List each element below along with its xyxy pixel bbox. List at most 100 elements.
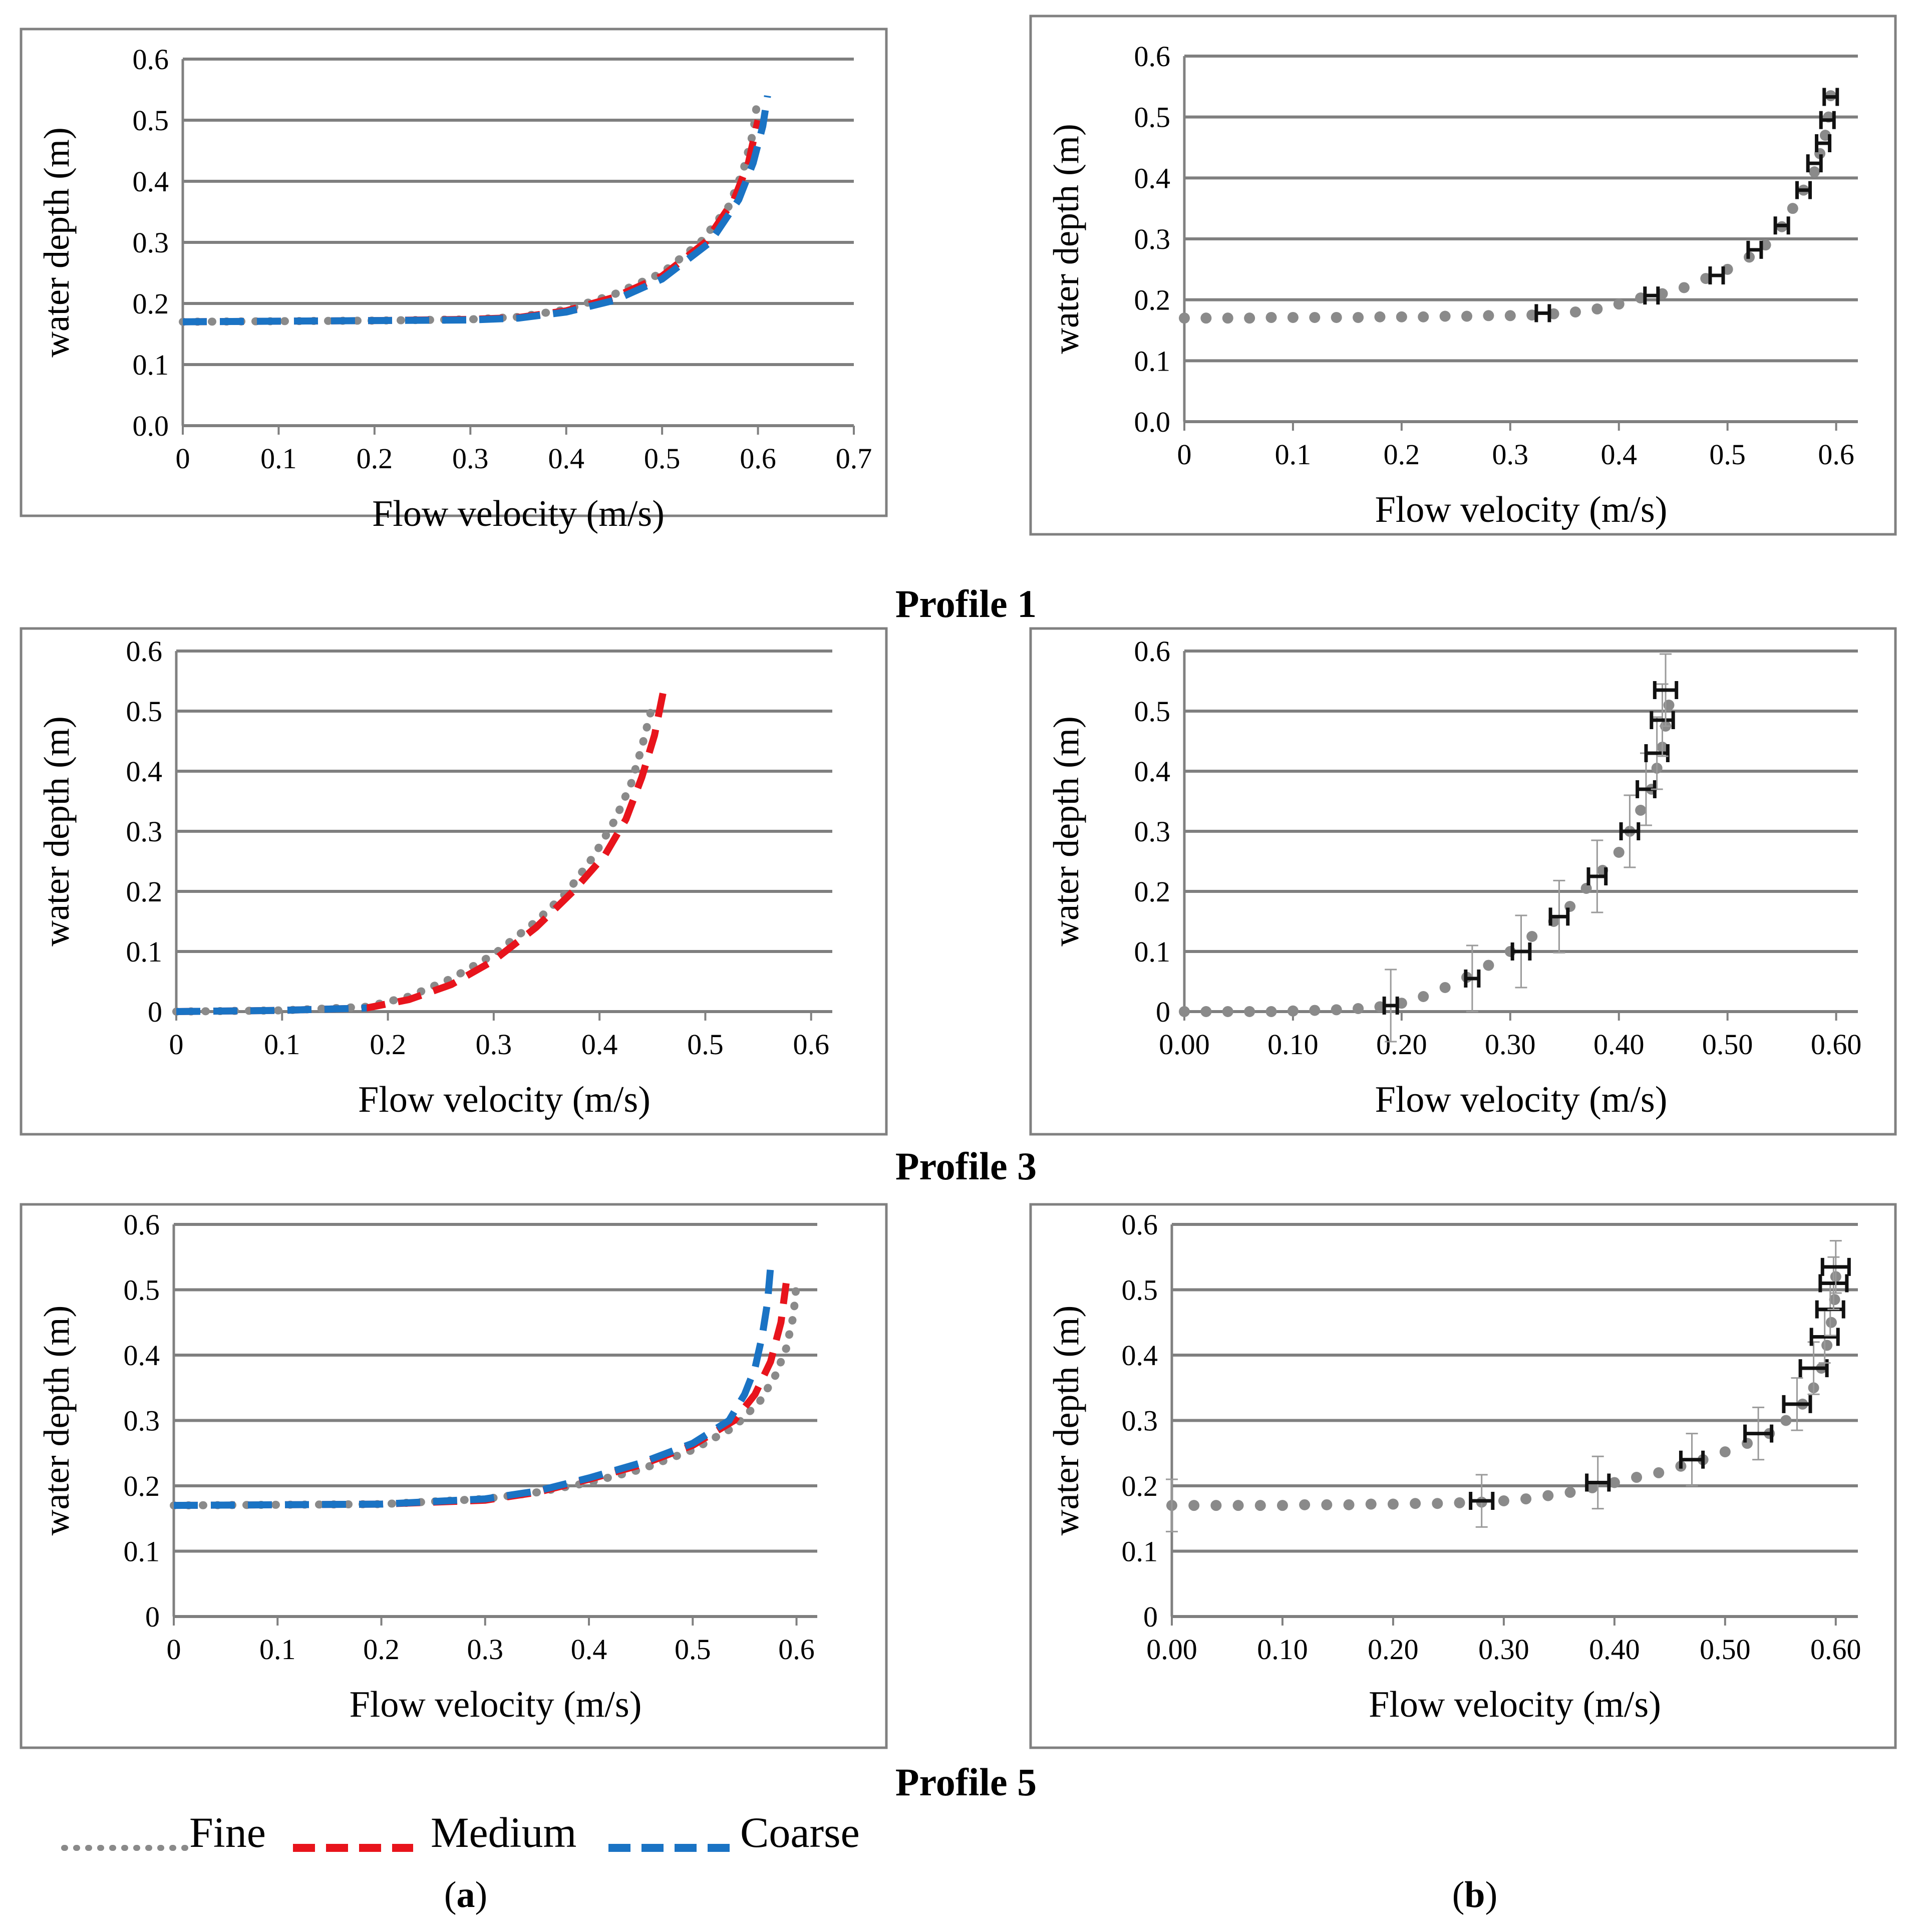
data-point <box>1321 1499 1333 1510</box>
data-point <box>1222 312 1233 324</box>
chart-frame <box>20 28 888 517</box>
data-point <box>1520 1493 1532 1505</box>
data-point <box>1232 1500 1244 1511</box>
y-tick-label: 0.1 <box>133 349 169 381</box>
chart-p5a: 0 0.1 0.2 0.3 0.4 0.5 0.6 0 0.1 0.2 0.3 0.4 0.5 0.6 Fl… <box>20 1203 888 1749</box>
data-point <box>1343 1499 1355 1510</box>
data-point <box>1526 931 1538 942</box>
data-point <box>1719 1446 1731 1458</box>
x-tick-label: 0.4 <box>1600 438 1637 471</box>
y-tick-label: 0.3 <box>126 815 163 848</box>
data-point <box>1461 310 1473 322</box>
x-tick-label: 0.3 <box>1492 438 1529 471</box>
x-tick-label: 0.60 <box>1810 1633 1861 1666</box>
data-point <box>1309 311 1321 323</box>
y-tick-label: 0.1 <box>1122 1535 1158 1568</box>
data-point <box>1331 1004 1342 1016</box>
y-tick-label: 0.2 <box>1134 875 1171 908</box>
x-tick-label: 0.10 <box>1267 1028 1319 1061</box>
x-tick-label: 0.3 <box>467 1633 504 1666</box>
x-tick-label: 0.6 <box>1818 438 1854 471</box>
x-tick-label: 0.20 <box>1368 1633 1419 1666</box>
data-point <box>1254 1500 1266 1511</box>
y-tick-label: 0.4 <box>1134 162 1171 194</box>
data-point <box>1809 166 1820 178</box>
data-point <box>1483 959 1494 971</box>
chart-frame <box>1029 627 1897 1136</box>
x-tick-label: 0.6 <box>778 1633 815 1666</box>
data-point <box>1276 1500 1288 1511</box>
y-tick-label: 0.6 <box>126 635 163 668</box>
chart-p3a: 0 0.1 0.2 0.3 0.4 0.5 0.6 0 0.1 0.2 0.3 0.4 0.5 0.6 Fl… <box>20 627 888 1136</box>
y-tick-label: 0.3 <box>1122 1405 1158 1437</box>
data-point <box>1265 311 1277 323</box>
x-tick-label: 0.3 <box>476 1028 512 1061</box>
y-tick-label: 0.3 <box>1134 223 1171 255</box>
x-tick-label: 0.5 <box>1709 438 1746 471</box>
y-tick-label: 0.2 <box>124 1470 160 1502</box>
data-point <box>1331 311 1342 323</box>
series-line-coarse <box>173 1266 774 1509</box>
data-point <box>1580 883 1592 894</box>
y-tick-label: 0.5 <box>124 1274 160 1307</box>
y-tick-label: 0.5 <box>126 695 163 728</box>
y-tick-label: 0 <box>145 1600 160 1633</box>
caption-profile-1: Profile 1 <box>895 582 1037 625</box>
legend-medium-label: Medium <box>431 1808 576 1856</box>
y-tick-label: 0.6 <box>1134 40 1171 73</box>
data-point <box>1200 1006 1212 1017</box>
data-point <box>1542 1490 1554 1501</box>
data-point <box>1299 1499 1311 1510</box>
x-tick-label: 0.2 <box>357 442 393 475</box>
x-tick-label: 0.40 <box>1589 1633 1640 1666</box>
y-tick-label: 0.2 <box>126 875 163 908</box>
chart-p3b: 0 0.1 0.2 0.3 0.4 0.5 0.6 0.00 0.10 0.20 0.30 0.40 0… <box>1029 627 1897 1136</box>
data-point <box>1309 1005 1321 1016</box>
data-point <box>1287 311 1299 323</box>
data-point <box>1591 303 1603 314</box>
x-tick-label: 0.20 <box>1376 1028 1427 1061</box>
chart-p5b: 0 0.1 0.2 0.3 0.4 0.5 0.6 0.00 0.10 0.20 0.30 0.40 0… <box>1029 1203 1897 1749</box>
chart-frame <box>20 1203 888 1749</box>
x-tick-label: 0.1 <box>1275 438 1312 471</box>
y-tick-label: 0.3 <box>133 226 169 259</box>
x-tick-label: 0.30 <box>1478 1633 1529 1666</box>
data-point <box>1829 1294 1840 1306</box>
x-axis-label: Flow velocity (m/s) <box>358 1079 651 1120</box>
panel-label-a: (a) <box>444 1874 487 1915</box>
x-axis-label: Flow velocity (m/s) <box>1375 1079 1668 1120</box>
chart-frame <box>1029 15 1897 536</box>
x-tick-label: 0.50 <box>1700 1633 1751 1666</box>
y-tick-label: 0.4 <box>1134 755 1171 788</box>
data-point <box>1188 1500 1200 1511</box>
y-tick-label: 0.3 <box>1134 815 1171 848</box>
x-tick-label: 0.5 <box>644 442 681 475</box>
x-tick-label: 0.40 <box>1593 1028 1645 1061</box>
x-tick-label: 0.4 <box>548 442 584 475</box>
y-axis-label: water depth (m) <box>1046 1306 1086 1536</box>
x-tick-label: 0 <box>1177 438 1192 471</box>
y-tick-label: 0.6 <box>133 43 169 76</box>
data-point <box>1244 1006 1255 1017</box>
y-tick-label: 0.6 <box>124 1208 160 1241</box>
data-point <box>1454 1497 1465 1508</box>
data-point <box>1825 1317 1837 1328</box>
x-axis-label: Flow velocity (m/s) <box>1369 1684 1661 1725</box>
data-point <box>1678 282 1690 293</box>
data-point <box>1564 1487 1576 1498</box>
chart-panels: 0.00.10.20.30.40.50.60 0.1 0.2 0.3 0.4 0.5 0.6… <box>20 15 1897 1749</box>
data-point <box>1635 805 1647 816</box>
data-point <box>1569 306 1581 317</box>
data-point <box>1780 1415 1792 1426</box>
x-tick-label: 0.1 <box>259 1633 296 1666</box>
data-point <box>1179 312 1190 324</box>
y-tick-label: 0.5 <box>133 104 169 137</box>
x-tick-label: 0.5 <box>687 1028 724 1061</box>
y-axis-label: water depth (m) <box>37 127 77 358</box>
data-point <box>1608 1477 1620 1488</box>
y-tick-label: 0.1 <box>126 935 163 968</box>
data-point <box>1387 1498 1399 1510</box>
y-tick-label: 0.4 <box>126 755 163 788</box>
data-point <box>1396 311 1407 323</box>
y-tick-label: 0.6 <box>1122 1208 1158 1241</box>
